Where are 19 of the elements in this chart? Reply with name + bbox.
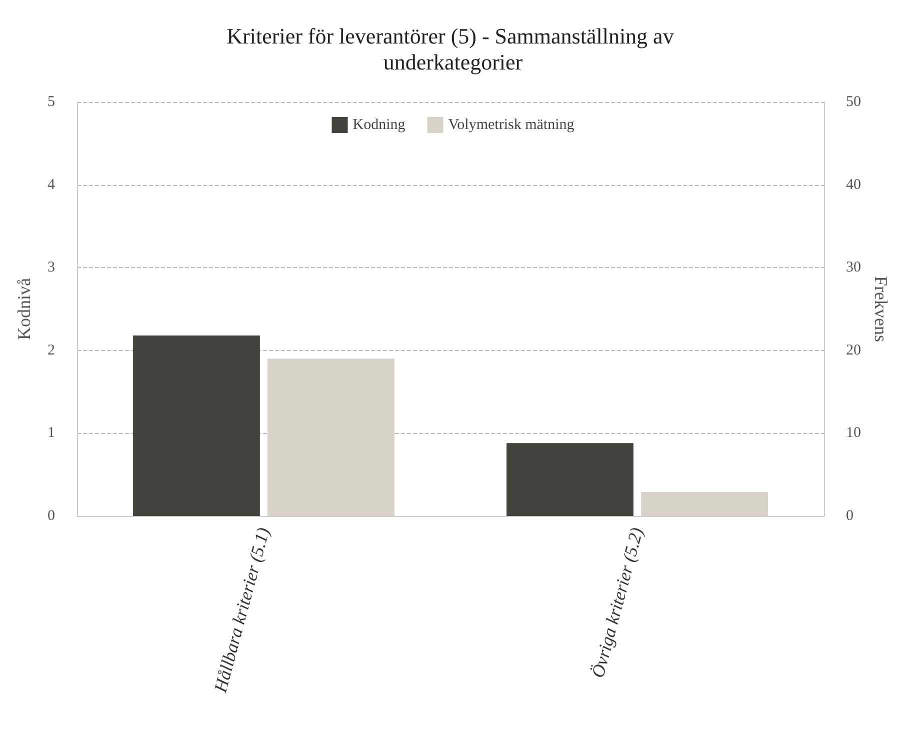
y-tick-label: 5 bbox=[48, 94, 55, 110]
y-tick-label: 1 bbox=[48, 425, 55, 442]
y2-tick-label: 0 bbox=[846, 508, 854, 524]
y2-axis-title: Frekvens bbox=[870, 276, 891, 342]
y2-tick-label: 10 bbox=[846, 425, 861, 442]
x-tick-label: Övriga kriterier (5.2) bbox=[588, 525, 647, 680]
y2-tick-label: 40 bbox=[846, 176, 861, 193]
y-tick-label: 3 bbox=[48, 260, 55, 276]
y-tick-label: 0 bbox=[48, 508, 55, 524]
legend-label: Volymetrisk mätning bbox=[448, 117, 575, 133]
y-tick-label: 2 bbox=[48, 342, 55, 358]
x-tick-label: Hållbara kriterier (5.1) bbox=[210, 525, 274, 696]
chart-title: Kriterier för leverantörer (5) - Sammanställning av underkategorier bbox=[226, 24, 680, 74]
y2-tick-label: 30 bbox=[846, 260, 861, 276]
legend-label: Kodning bbox=[352, 117, 406, 133]
y2-tick-label: 50 bbox=[846, 94, 861, 110]
y-tick-label: 4 bbox=[48, 176, 56, 193]
y2-tick-label: 20 bbox=[846, 342, 861, 358]
y-axis-title: Kodnivå bbox=[14, 278, 34, 340]
